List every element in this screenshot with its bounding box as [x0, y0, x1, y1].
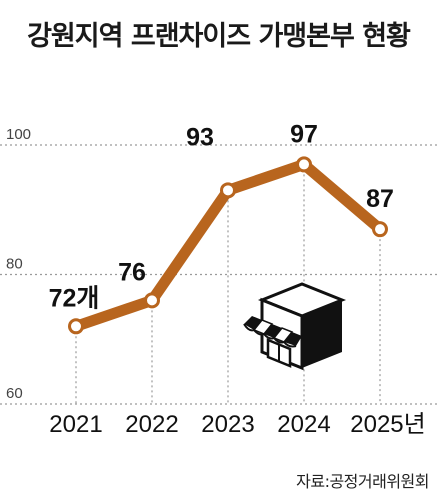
y-tick-label: 60: [6, 385, 23, 402]
data-point-2023: [220, 182, 236, 199]
x-tick-label: 2024: [277, 411, 330, 438]
x-tick-label: 2023: [201, 411, 254, 438]
x-tick-label: 2022: [125, 411, 178, 438]
chart-title: 강원지역 프랜차이즈 가맹본부 현황: [27, 21, 411, 52]
label-layer: 100 80 60 72개 76 93 97 87 2021 2022 2023 2024 2025년: [6, 120, 426, 438]
x-tick-label: 2021: [49, 411, 102, 438]
y-tick-label: 100: [6, 126, 31, 143]
x-tick-label: 2025년: [350, 411, 425, 438]
y-tick-label: 80: [6, 256, 23, 273]
source-note: 자료:공정거래위원회: [296, 472, 429, 491]
data-label: 87: [366, 185, 394, 213]
data-point-2022: [144, 292, 160, 309]
storefront-icon: [243, 282, 347, 371]
data-label: 76: [118, 258, 146, 286]
series-layer: [68, 156, 388, 335]
data-label: 93: [186, 123, 214, 151]
data-label: 72개: [49, 284, 100, 312]
data-point-2021: [68, 318, 84, 335]
grid-layer: [0, 144, 437, 405]
data-label: 97: [290, 120, 318, 148]
data-point-2025년: [372, 221, 388, 238]
data-point-2024: [296, 156, 312, 173]
